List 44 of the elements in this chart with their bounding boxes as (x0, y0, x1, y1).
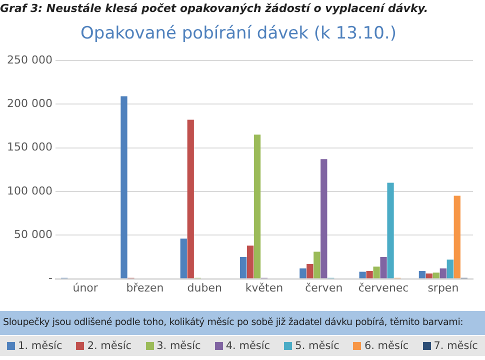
bar (359, 272, 366, 278)
bar (300, 268, 306, 278)
bar (246, 246, 254, 278)
legend-label: 2. měsíc (87, 340, 132, 352)
bar (180, 238, 187, 278)
bar (320, 159, 328, 278)
bar (373, 266, 380, 278)
bar (426, 274, 433, 278)
chart-title: Opakované pobírání dávek (k 13.10.) (80, 24, 396, 44)
legend-label: 7. měsíc (434, 340, 478, 352)
bar (120, 96, 128, 278)
x-tick-label: červen (305, 281, 343, 294)
y-tick-label: 200 000 (6, 96, 52, 110)
x-tick-label: únor (72, 281, 98, 294)
x-tick-label: duben (187, 281, 222, 294)
y-tick-label: 250 000 (6, 53, 52, 66)
legend-label: 5. měsíc (295, 340, 340, 352)
bar (240, 256, 247, 278)
legend-label: 6. měsíc (364, 340, 409, 352)
y-tick-label: 150 000 (6, 140, 52, 154)
bar (418, 270, 426, 278)
bar (314, 252, 320, 278)
bar (387, 182, 394, 278)
bar (187, 120, 194, 278)
text: Sloupečky jsou odlišené podle toho, kolikátý měsíc po sobě již žadatel dávku pobírá, těmito barvami: (0, 311, 485, 335)
bar (306, 264, 314, 278)
y-tick-label: 100 000 (6, 184, 52, 198)
legend-label: 4. měsíc (226, 340, 270, 352)
text: Graf 3: Neustále klesá počet opakovaných žádostí o vyplacení dávky. (0, 1, 430, 16)
x-tick-label: červenec (358, 281, 409, 294)
bar (254, 134, 261, 278)
legend-label: 1. měsíc (18, 340, 62, 352)
x-tick-label: březen (126, 281, 164, 294)
x-tick-label: srpen (428, 281, 459, 294)
bar (366, 270, 373, 278)
bar (454, 196, 460, 278)
y-tick-label: - (48, 272, 53, 285)
x-tick-label: květen (245, 281, 284, 294)
bar (380, 256, 387, 278)
y-tick-label: 50 000 (14, 228, 52, 241)
bar (432, 272, 440, 278)
legend-label: 3. měsíc (156, 340, 201, 352)
bar (440, 268, 446, 278)
bar (446, 260, 454, 278)
